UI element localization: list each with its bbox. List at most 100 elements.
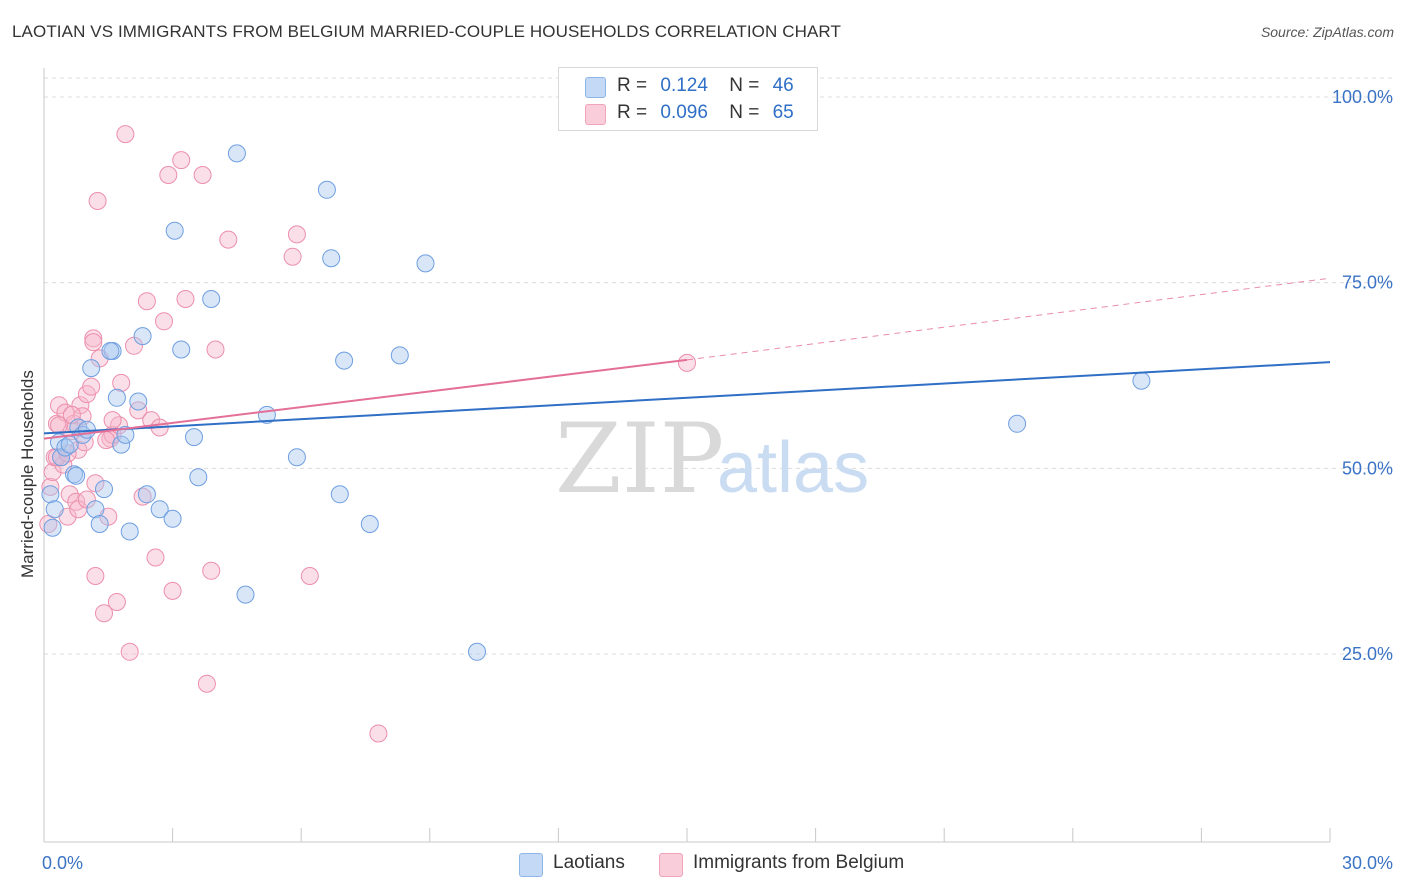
- gridlines: [44, 77, 1392, 655]
- belgium-point: [116, 125, 135, 144]
- belgium-point: [60, 485, 79, 504]
- laotians-point: [390, 346, 409, 365]
- belgium-point: [95, 604, 113, 623]
- laotians-point: [86, 500, 105, 519]
- belgium-point: [84, 333, 103, 352]
- belgium-point: [287, 225, 306, 244]
- belgium-trend-extension: [686, 277, 1331, 361]
- laotians-point: [101, 342, 120, 360]
- legend-r-label: R =: [617, 102, 648, 123]
- legend-r-value: 0.124: [660, 75, 708, 96]
- laotians-point: [236, 585, 255, 604]
- legend-r-value: 0.096: [660, 102, 708, 123]
- belgium-point: [300, 567, 319, 585]
- belgium-point: [193, 166, 212, 184]
- bottom-legend-swatch-belgium: [659, 853, 683, 877]
- laotians-point: [120, 522, 139, 541]
- belgium-point: [163, 581, 182, 600]
- belgium-point: [197, 674, 216, 693]
- belgium-point: [159, 166, 178, 184]
- legend-swatch-laotians: [585, 77, 606, 98]
- laotians-point: [133, 327, 152, 346]
- laotians-point: [416, 254, 435, 273]
- laotians-point: [112, 435, 131, 454]
- laotians-point: [150, 500, 169, 519]
- belgium-point: [97, 431, 116, 450]
- belgium-point: [41, 477, 60, 496]
- y-tick-label: 75.0%: [1342, 273, 1393, 293]
- laotians-point: [317, 180, 336, 199]
- watermark-atlas: atlas: [717, 428, 869, 508]
- axes: [43, 68, 1331, 843]
- belgium-point: [50, 396, 68, 415]
- laotians-point: [129, 392, 148, 411]
- chart-title: LAOTIAN VS IMMIGRANTS FROM BELGIUM MARRI…: [12, 22, 841, 41]
- belgium-point: [43, 463, 62, 481]
- legend-r-label: R =: [617, 75, 648, 96]
- belgium-point: [146, 548, 165, 567]
- belgium-point: [137, 292, 156, 311]
- belgium-point: [172, 151, 191, 170]
- belgium-point: [155, 312, 173, 331]
- belgium-point: [219, 230, 238, 249]
- stats-legend: R = 0.124 N = 46 R = 0.096 N = 65: [558, 67, 818, 131]
- laotians-point: [90, 515, 109, 533]
- y-tick-label: 50.0%: [1342, 458, 1393, 478]
- belgium-point: [103, 411, 122, 430]
- laotians-point: [77, 420, 96, 439]
- laotians-point: [322, 249, 341, 268]
- belgium-point: [67, 492, 86, 511]
- legend-swatch-belgium: [585, 104, 606, 125]
- tick-labels: 25.0% 50.0% 75.0% 100.0% 0.0% 30.0%: [42, 87, 1393, 873]
- laotians-point: [41, 485, 60, 504]
- laotians-point: [163, 509, 182, 528]
- laotians-point: [1132, 371, 1151, 390]
- laotians-point: [45, 500, 64, 519]
- x-tick-label: 30.0%: [1342, 853, 1393, 873]
- laotians-point: [468, 642, 486, 661]
- legend-n-value: 46: [772, 75, 794, 96]
- bottom-legend-label-belgium: Immigrants from Belgium: [693, 852, 905, 873]
- series-laotians-points: [41, 144, 1151, 661]
- laotians-point: [116, 425, 135, 444]
- laotians-point: [107, 388, 126, 407]
- legend-n-value: 65: [772, 102, 794, 123]
- laotians-trend-line: [43, 361, 1331, 435]
- belgium-point: [84, 329, 103, 348]
- laotians-point: [43, 518, 62, 537]
- laotians-point: [360, 515, 379, 533]
- trend-lines: [43, 277, 1331, 440]
- laotians-point: [52, 448, 71, 467]
- belgium-point: [112, 373, 131, 392]
- laotians-point: [287, 448, 306, 467]
- legend-n-label: N =: [729, 75, 760, 96]
- bottom-legend-swatch-laotians: [519, 853, 543, 877]
- belgium-point: [82, 377, 101, 396]
- laotians-point: [330, 485, 349, 504]
- belgium-point: [107, 593, 126, 611]
- laotians-point: [95, 480, 113, 499]
- belgium-point: [120, 642, 139, 661]
- laotians-point: [1008, 414, 1027, 433]
- belgium-point: [678, 353, 696, 372]
- laotians-point: [165, 221, 184, 240]
- laotians-point: [67, 466, 86, 485]
- legend-n-label: N =: [729, 102, 760, 123]
- y-axis-label: Married-couple Households: [18, 370, 37, 578]
- y-tick-label: 25.0%: [1342, 644, 1393, 664]
- belgium-point: [176, 290, 195, 308]
- y-tick-label: 100.0%: [1332, 87, 1393, 107]
- watermark: ZIP atlas: [555, 403, 869, 515]
- source-label: Source: ZipAtlas.com: [1260, 24, 1394, 40]
- belgium-point: [86, 567, 105, 585]
- belgium-point: [206, 340, 225, 359]
- bottom-legend-label-laotians: Laotians: [553, 852, 625, 873]
- laotians-point: [82, 359, 101, 378]
- laotians-point: [335, 351, 354, 370]
- laotians-point: [137, 485, 156, 504]
- x-tick-label: 0.0%: [42, 853, 83, 873]
- belgium-point: [369, 724, 388, 743]
- watermark-zip: ZIP: [555, 403, 724, 515]
- laotians-point: [227, 144, 246, 163]
